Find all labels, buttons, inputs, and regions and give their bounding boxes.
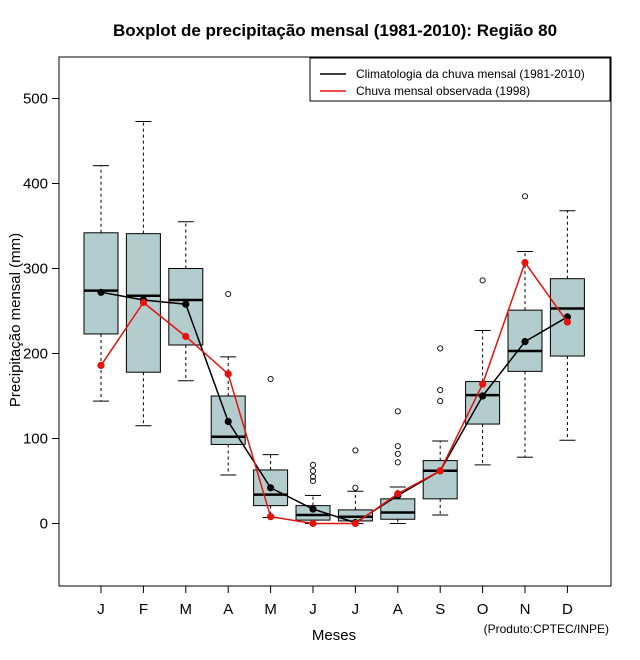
climatology-line bbox=[100, 291, 568, 524]
climatology-point bbox=[182, 300, 190, 308]
observed-point bbox=[139, 298, 147, 307]
legend-box bbox=[309, 57, 611, 102]
box-1 bbox=[83, 165, 119, 402]
outlier-point bbox=[437, 386, 444, 394]
y-tick-label: 100 bbox=[23, 431, 48, 448]
outlier-point bbox=[352, 447, 359, 454]
y-tick-label: 500 bbox=[23, 91, 48, 108]
box-body bbox=[422, 460, 458, 500]
outlier-point bbox=[309, 477, 317, 485]
box-5 bbox=[253, 375, 289, 519]
y-tick-label: 400 bbox=[23, 176, 48, 193]
box-8 bbox=[380, 408, 416, 524]
outlier-point bbox=[309, 467, 317, 474]
climatology-point bbox=[309, 505, 317, 513]
outlier-point bbox=[352, 484, 359, 491]
climatology-point bbox=[267, 484, 275, 492]
box-9 bbox=[422, 345, 458, 516]
observed-point bbox=[182, 332, 190, 341]
x-tick-label: S bbox=[435, 601, 445, 618]
climatology-point bbox=[521, 338, 529, 346]
boxes-layer bbox=[83, 120, 585, 524]
legend-label-climatology: Climatologia da chuva mensal (1981-2010) bbox=[356, 67, 585, 81]
outlier-point bbox=[394, 450, 401, 457]
observed-point bbox=[563, 318, 572, 326]
box-11 bbox=[507, 193, 543, 458]
outlier-point bbox=[225, 290, 232, 298]
climatology-point bbox=[224, 417, 232, 426]
x-tick-label: M bbox=[264, 601, 277, 618]
x-tick-label: A bbox=[393, 601, 403, 618]
outlier-point bbox=[309, 473, 317, 480]
y-axis: 0 100 200 300 400 500 bbox=[23, 91, 60, 533]
y-tick-label: 200 bbox=[23, 346, 48, 363]
box-10 bbox=[465, 277, 501, 466]
y-tick-label: 0 bbox=[40, 516, 48, 533]
climatology-point bbox=[479, 392, 487, 400]
outlier-point bbox=[267, 375, 274, 383]
x-tick-label: J bbox=[352, 601, 360, 618]
x-tick-label: F bbox=[139, 601, 148, 618]
outlier-point bbox=[394, 459, 401, 466]
box-7 bbox=[337, 447, 373, 524]
x-tick-label: M bbox=[180, 601, 193, 618]
box-2 bbox=[125, 120, 161, 427]
observed-point bbox=[351, 519, 359, 528]
climatology-point bbox=[97, 288, 105, 296]
x-axis-label: Meses bbox=[312, 627, 356, 644]
x-tick-label: A bbox=[223, 601, 233, 618]
observed-point bbox=[436, 467, 444, 475]
observed-line bbox=[100, 260, 569, 525]
box-body bbox=[83, 232, 119, 335]
legend: Climatologia da chuva mensal (1981-2010)… bbox=[309, 57, 611, 102]
y-tick-label: 300 bbox=[23, 261, 48, 278]
observed-point bbox=[394, 490, 402, 498]
y-axis-label: Precipitação mensal (mm) bbox=[7, 233, 24, 407]
credit-text: (Produto:CPTEC/INPE) bbox=[484, 622, 609, 636]
x-tick-label: O bbox=[477, 601, 489, 618]
observed-point bbox=[309, 519, 317, 528]
lines-layer bbox=[97, 258, 572, 528]
observed-series bbox=[97, 258, 572, 528]
outlier-point bbox=[437, 398, 444, 405]
observed-point bbox=[97, 361, 105, 369]
chart-title: Boxplot de precipitação mensal (1981-201… bbox=[113, 21, 557, 40]
outlier-point bbox=[479, 277, 486, 284]
observed-point bbox=[267, 513, 275, 521]
x-tick-label: J bbox=[97, 601, 105, 618]
outlier-point bbox=[309, 461, 317, 468]
observed-point bbox=[479, 380, 487, 388]
legend-label-observed: Chuva mensal observada (1998) bbox=[356, 84, 530, 98]
box-4 bbox=[210, 290, 246, 476]
box-6 bbox=[295, 461, 331, 524]
outlier-point bbox=[394, 408, 401, 415]
x-tick-label: N bbox=[520, 601, 531, 618]
outlier-point bbox=[521, 193, 529, 200]
x-tick-label: D bbox=[562, 601, 573, 618]
outlier-point bbox=[394, 443, 401, 450]
observed-point bbox=[521, 258, 529, 267]
observed-point bbox=[224, 370, 232, 378]
x-tick-label: J bbox=[309, 601, 317, 618]
outlier-point bbox=[437, 345, 444, 352]
